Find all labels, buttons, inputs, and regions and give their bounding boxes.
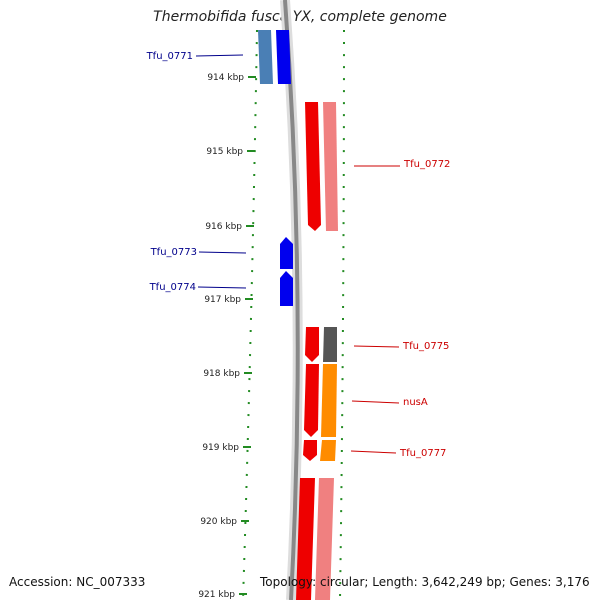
kbp-tick-label: 915 kbp [206, 147, 243, 157]
kbp-tick-label: 920 kbp [200, 517, 237, 527]
feature-label-Tfu_0772[interactable]: Tfu_0772 [403, 159, 450, 170]
feature-label-leader [197, 286, 247, 289]
feature-label-Tfu_0771[interactable]: Tfu_0771 [146, 51, 193, 62]
kbp-tick-layer: 914 kbp 915 kbp 916 kbp 917 kbp 918 kbp 919 k… [198, 73, 256, 600]
kbp-tick-label: 921 kbp [198, 590, 235, 600]
kbp-tick-label: 918 kbp [203, 369, 240, 379]
map-title: Thermobifida fusca YX, complete genome [153, 9, 447, 25]
feature-Tfu_0771[interactable] [258, 30, 291, 84]
inner-dotted-ring [339, 29, 345, 600]
feature-label-Tfu_0775[interactable]: Tfu_0775 [402, 341, 449, 352]
feature-label-layer: Tfu_0771 Tfu_0772 Tfu_0773 Tfu_0774 Tfu_0775… [146, 51, 451, 459]
outer-dotted-ring [242, 29, 258, 600]
accession-footer: Accession: NC_007333 [9, 575, 146, 589]
kbp-tick-label: 916 kbp [205, 222, 242, 232]
feature-Tfu_0772[interactable] [305, 102, 338, 231]
kbp-tick-label: 919 kbp [202, 443, 239, 453]
feature-label-leader [353, 345, 400, 348]
feature-Tfu_0773[interactable] [280, 237, 293, 269]
feature-label-Tfu_0777[interactable]: Tfu_0777 [399, 448, 446, 459]
feature-label-Tfu_0774[interactable]: Tfu_0774 [149, 282, 196, 293]
feature-label-leader [351, 400, 400, 404]
feature-label-Tfu_0773[interactable]: Tfu_0773 [150, 247, 197, 258]
feature-label-leader [198, 251, 247, 254]
feature-Tfu_0774[interactable] [280, 271, 293, 306]
feature-label-leader [195, 54, 244, 57]
feature-label-nusA[interactable]: nusA [403, 397, 428, 408]
feature-Tfu_0777[interactable] [303, 440, 336, 461]
topology-footer: Topology: circular; Length: 3,642,249 bp… [260, 575, 590, 589]
kbp-tick-label: 917 kbp [204, 295, 241, 305]
feature-nusA[interactable] [304, 364, 337, 437]
kbp-tick-label: 914 kbp [207, 73, 244, 83]
feature-downstream-partial[interactable] [296, 478, 334, 600]
feature-Tfu_0775[interactable] [305, 327, 337, 362]
feature-label-leader [350, 450, 397, 454]
